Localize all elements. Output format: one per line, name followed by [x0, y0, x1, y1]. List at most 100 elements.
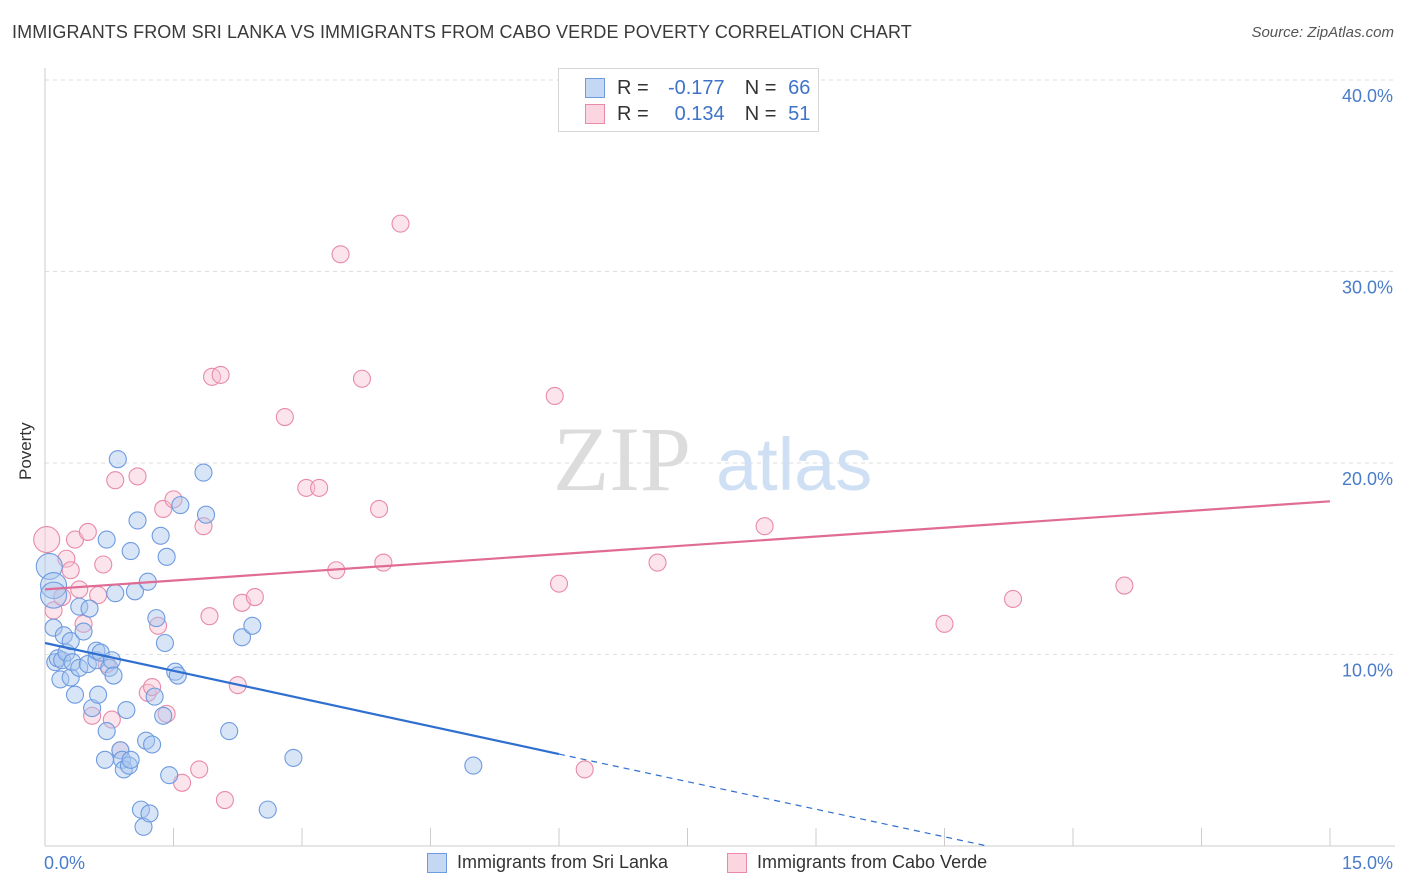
data-point-cabo-verde — [370, 499, 389, 519]
series-sri-lanka-points — [35, 450, 483, 836]
data-point-sri-lanka — [154, 706, 173, 725]
data-point-cabo-verde — [310, 478, 329, 497]
data-point-cabo-verde — [211, 365, 230, 384]
y-tick-label: 10.0% — [1342, 661, 1393, 681]
source-credit: Source: ZipAtlas.com — [1251, 24, 1394, 41]
data-point-sri-lanka — [70, 658, 89, 677]
watermark-zip: ZIP — [553, 408, 691, 510]
data-point-cabo-verde — [374, 553, 393, 572]
data-point-sri-lanka — [104, 666, 123, 685]
data-point-cabo-verde — [128, 467, 147, 486]
data-point-sri-lanka — [97, 722, 116, 741]
data-point-sri-lanka — [143, 735, 162, 754]
data-point-sri-lanka — [157, 547, 176, 566]
legend-item-cabo-verde[interactable]: Immigrants from Cabo Verde — [727, 852, 987, 873]
data-point-sri-lanka — [74, 622, 93, 641]
data-point-cabo-verde — [102, 710, 121, 729]
data-point-sri-lanka — [89, 685, 108, 704]
data-point-cabo-verde — [935, 614, 954, 633]
data-point-sri-lanka — [134, 817, 153, 836]
legend-swatch-sri-lanka — [585, 78, 605, 98]
data-point-sri-lanka — [121, 542, 140, 561]
legend-r-label: R = — [617, 76, 649, 99]
legend-row-cabo-verde: R = 0.134 N = 51 — [585, 101, 810, 127]
legend-label-sri-lanka: Immigrants from Sri Lanka — [457, 852, 669, 872]
data-point-cabo-verde — [200, 607, 219, 626]
data-point-sri-lanka — [40, 581, 68, 609]
watermark-atlas: atlas — [716, 423, 872, 506]
data-point-cabo-verde — [106, 471, 125, 490]
data-point-cabo-verde — [149, 616, 168, 635]
data-point-sri-lanka — [121, 750, 140, 769]
legend-item-sri-lanka[interactable]: Immigrants from Sri Lanka — [427, 852, 668, 873]
legend-swatch-cabo-verde — [585, 104, 605, 124]
data-point-cabo-verde — [648, 553, 667, 572]
data-point-cabo-verde — [83, 706, 102, 725]
data-point-cabo-verde — [1115, 576, 1134, 595]
data-point-sri-lanka — [106, 584, 125, 603]
data-point-cabo-verde — [545, 386, 564, 406]
data-point-cabo-verde — [391, 214, 410, 233]
data-point-cabo-verde — [549, 574, 569, 593]
data-point-cabo-verde — [94, 555, 113, 574]
data-point-sri-lanka — [243, 616, 262, 635]
y-tick-label: 40.0% — [1342, 86, 1393, 106]
gridlines — [45, 79, 1395, 655]
data-point-cabo-verde — [61, 561, 80, 580]
legend-swatch-cabo-verde — [727, 852, 747, 873]
data-point-cabo-verde — [74, 614, 93, 633]
data-point-sri-lanka — [160, 766, 179, 785]
data-point-sri-lanka — [194, 463, 213, 482]
legend-swatch-sri-lanka — [427, 852, 447, 873]
data-point-cabo-verde — [575, 760, 594, 779]
data-point-cabo-verde — [1003, 589, 1023, 609]
trend-line-cabo-verde — [44, 500, 1331, 591]
data-point-sri-lanka — [117, 700, 136, 720]
data-point-sri-lanka — [145, 687, 164, 706]
legend-n-value: 66 — [788, 76, 811, 99]
data-point-cabo-verde — [275, 407, 294, 427]
chart-title: IMMIGRANTS FROM SRI LANKA VS IMMIGRANTS … — [12, 22, 912, 42]
data-point-sri-lanka — [197, 505, 216, 524]
y-tick-label: 20.0% — [1342, 469, 1393, 489]
data-point-cabo-verde — [352, 369, 372, 388]
data-point-sri-lanka — [155, 633, 174, 653]
x-tick-label: 15.0% — [1342, 853, 1393, 873]
data-point-cabo-verde — [78, 522, 97, 541]
data-point-sri-lanka — [151, 526, 170, 545]
data-point-sri-lanka — [258, 800, 277, 819]
watermark: ZIP atlas — [553, 408, 872, 510]
data-point-cabo-verde — [297, 478, 316, 497]
data-point-sri-lanka — [220, 722, 239, 741]
legend-n-value: 51 — [788, 102, 811, 125]
trend-line-sri-lanka — [44, 641, 560, 756]
data-point-sri-lanka — [464, 756, 483, 775]
data-point-sri-lanka — [44, 618, 63, 637]
data-point-sri-lanka — [108, 450, 127, 469]
x-tick-label: 0.0% — [44, 853, 85, 873]
trend-lines — [44, 500, 1331, 847]
data-point-sri-lanka — [140, 804, 159, 823]
data-point-sri-lanka — [147, 609, 166, 628]
data-point-sri-lanka — [65, 685, 85, 704]
legend-n-label: N = — [744, 76, 777, 99]
legend-label-cabo-verde: Immigrants from Cabo Verde — [757, 852, 988, 872]
legend-row-sri-lanka: R = -0.177 N = 66 — [585, 75, 810, 101]
data-point-sri-lanka — [102, 651, 121, 670]
data-point-sri-lanka — [83, 699, 102, 718]
y-tick-label: 30.0% — [1342, 278, 1393, 298]
data-point-cabo-verde — [190, 760, 209, 779]
tick-labels: 10.0% 20.0% 30.0% 40.0% 0.0% 15.0% — [44, 86, 1393, 873]
data-point-sri-lanka — [232, 628, 252, 647]
data-point-sri-lanka — [171, 496, 190, 515]
series-legend: Immigrants from Sri Lanka Immigrants fro… — [0, 852, 1406, 876]
data-point-cabo-verde — [33, 526, 61, 554]
data-point-sri-lanka — [40, 572, 68, 600]
data-point-sri-lanka — [131, 800, 150, 819]
axes — [44, 68, 1395, 847]
data-point-cabo-verde — [194, 517, 213, 536]
data-point-cabo-verde — [331, 245, 350, 264]
data-point-sri-lanka — [97, 530, 116, 549]
legend-r-value: -0.177 — [667, 76, 725, 99]
